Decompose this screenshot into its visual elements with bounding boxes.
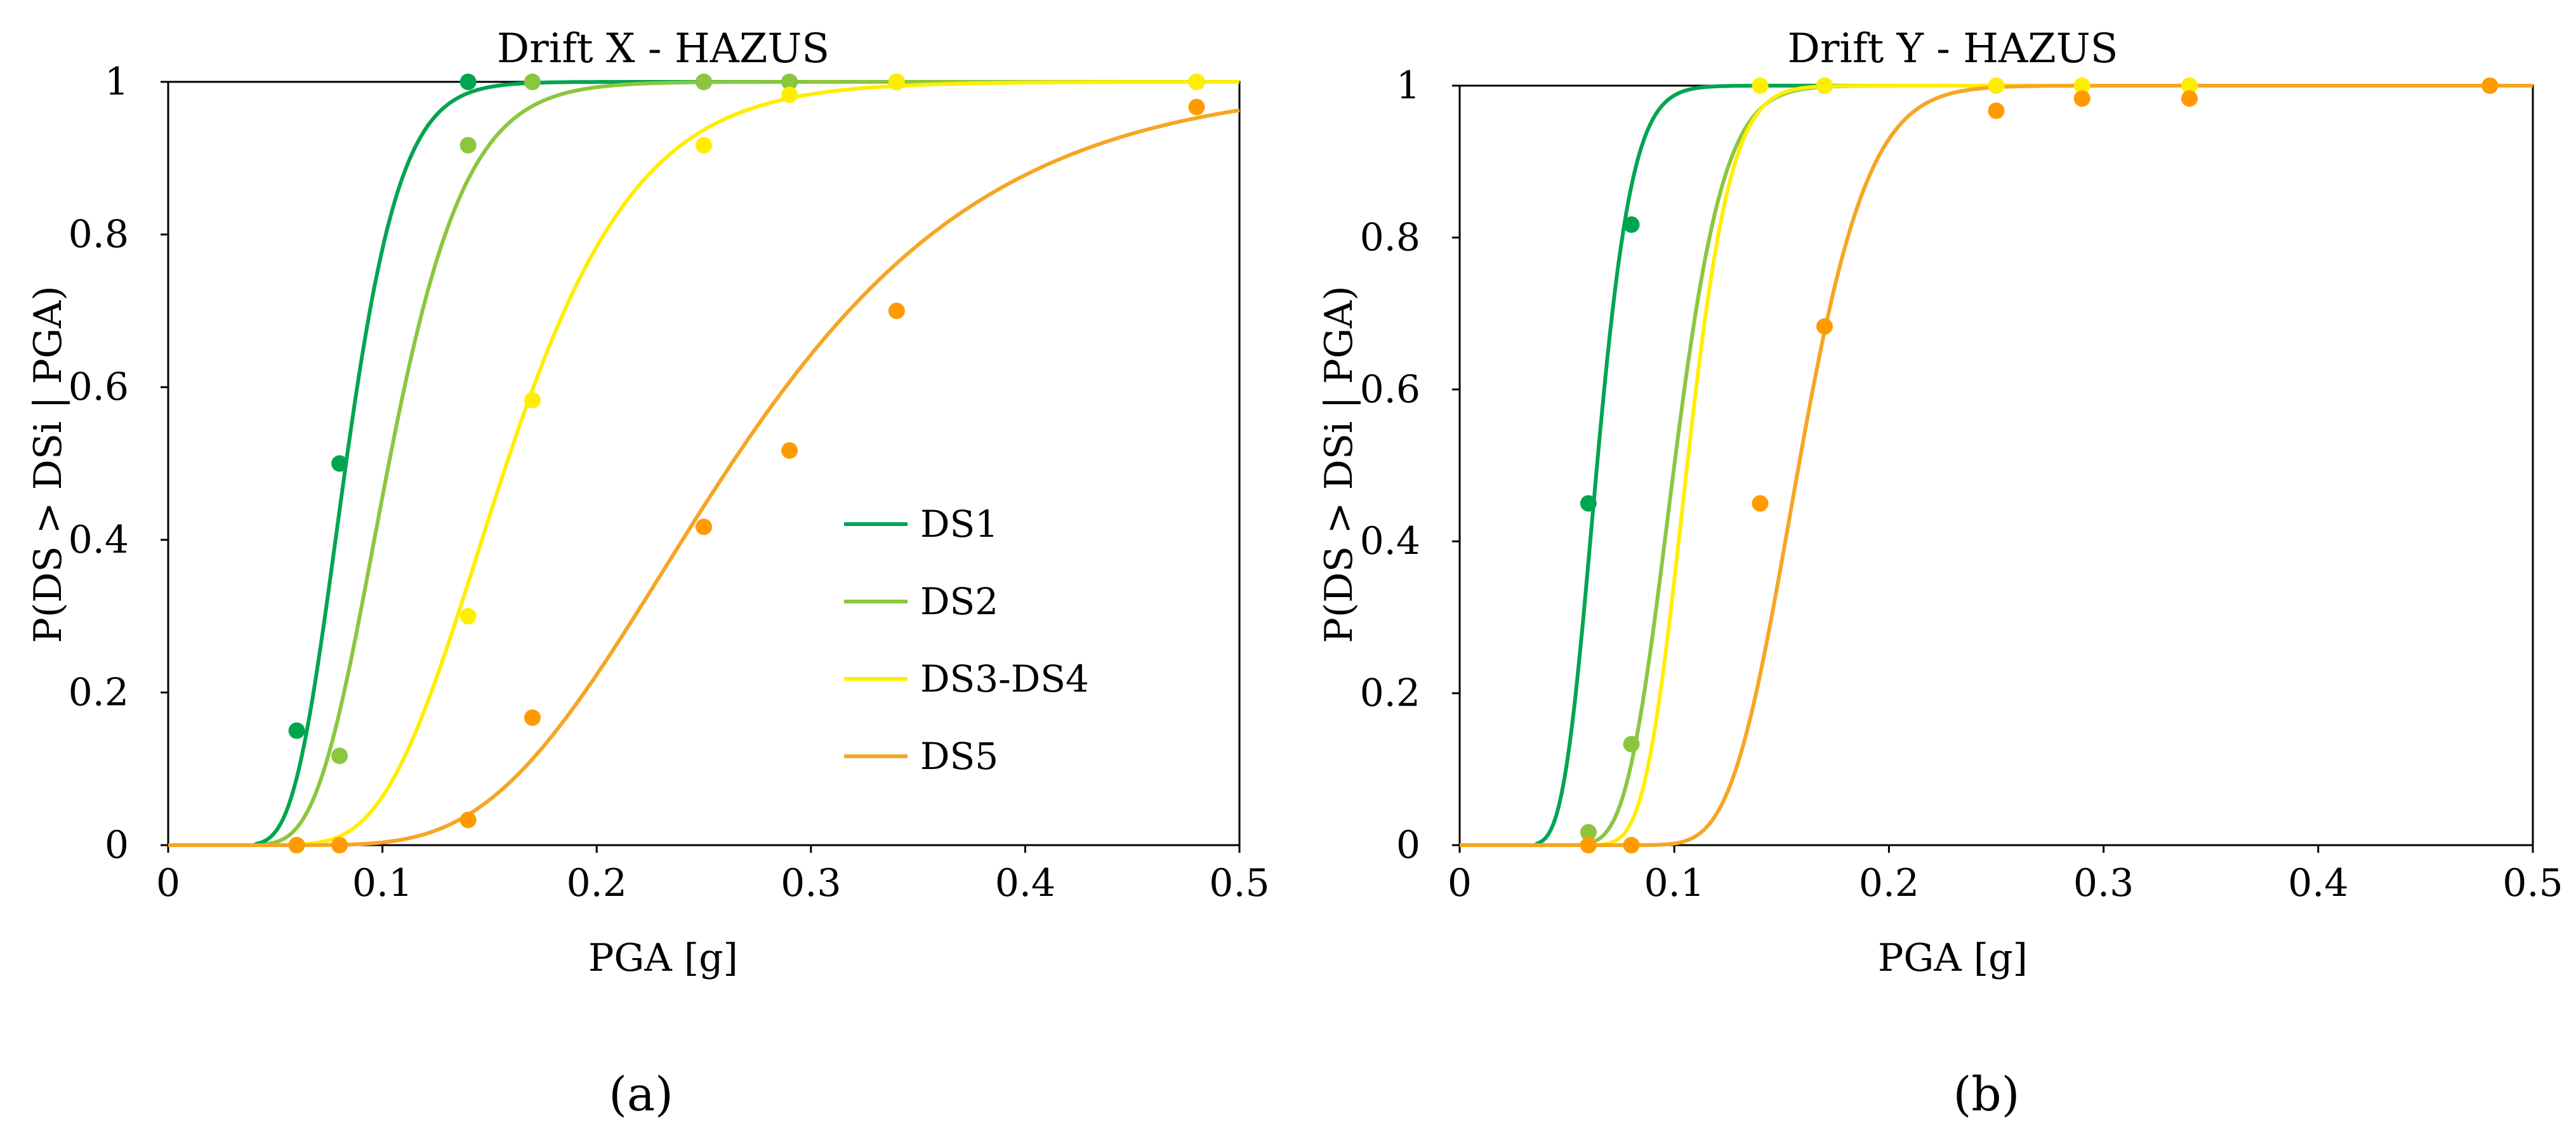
- y-axis-label: P(DS > DSi | PGA): [26, 286, 70, 643]
- data-point-ds1: [1580, 495, 1597, 512]
- y-tick-label: 1: [1396, 63, 1420, 108]
- data-point-ds3-ds4: [1188, 74, 1205, 90]
- data-point-ds2: [459, 136, 477, 154]
- plot-frame: [1458, 84, 2534, 846]
- x-tick-label: 0.3: [781, 861, 841, 905]
- data-point-ds1: [331, 455, 348, 472]
- data-point-ds5: [1988, 102, 2005, 119]
- panel-label: (b): [1953, 1067, 2019, 1122]
- series-line-ds3-ds4: [168, 80, 1239, 847]
- data-point-ds5: [1816, 318, 1833, 335]
- data-point-ds5: [1580, 837, 1597, 853]
- x-tick-label: 0.2: [566, 861, 626, 905]
- x-tick-label: 0.2: [1859, 861, 1919, 905]
- data-point-ds5: [1752, 495, 1769, 512]
- data-point-ds3-ds4: [2073, 77, 2091, 94]
- data-point-ds5: [2181, 90, 2198, 107]
- x-tick-label: 0.4: [2288, 861, 2348, 905]
- legend-label-ds2: DS2: [920, 580, 998, 623]
- y-axis-label: P(DS > DSi | PGA): [1317, 286, 1361, 643]
- data-point-ds2: [781, 74, 798, 90]
- panel-label: (a): [609, 1067, 673, 1122]
- chart-title: Drift X - HAZUS: [497, 25, 829, 72]
- data-point-ds3-ds4: [524, 391, 541, 409]
- data-point-ds5: [524, 709, 541, 727]
- x-tick-label: 0: [1448, 861, 1472, 905]
- x-tick-label: 0.1: [1644, 861, 1704, 905]
- x-tick-label: 0.4: [995, 861, 1055, 905]
- series-line-ds1: [168, 80, 1239, 847]
- x-axis-label: PGA [g]: [588, 936, 738, 980]
- chart-title: Drift Y - HAZUS: [1788, 25, 2118, 72]
- data-point-ds3-ds4: [696, 136, 712, 154]
- series-line-ds5: [168, 108, 1240, 847]
- data-point-ds5: [781, 442, 798, 459]
- data-point-ds5: [288, 837, 305, 853]
- y-tick-label: 1: [105, 60, 129, 104]
- legend-label-ds1: DS1: [920, 503, 998, 546]
- data-point-ds5: [459, 812, 477, 829]
- legend-label-ds5: DS5: [920, 735, 998, 778]
- data-point-ds2: [1623, 735, 1640, 753]
- series-line-ds1: [1460, 84, 2533, 847]
- x-tick-label: 0: [156, 861, 180, 905]
- data-point-ds1: [1623, 216, 1640, 233]
- data-point-ds5: [696, 518, 712, 536]
- series-line-ds5: [1460, 84, 2533, 847]
- x-axis-label: PGA [g]: [1878, 936, 2028, 980]
- data-point-ds3-ds4: [1988, 77, 2005, 94]
- data-point-ds5: [888, 302, 905, 319]
- data-point-ds5: [331, 837, 348, 853]
- data-point-ds3-ds4: [781, 86, 798, 103]
- data-point-ds2: [1580, 824, 1597, 841]
- y-tick-label: 0.6: [1360, 367, 1420, 412]
- y-tick-label: 0.6: [69, 365, 129, 409]
- plot-frame: [167, 81, 1241, 846]
- series-line-ds3-ds4: [1460, 84, 2533, 847]
- data-point-ds1: [288, 722, 305, 739]
- chart-panel-b: Drift Y - HAZUS PGA [g] P(DS > DSi | PGA…: [1317, 25, 2563, 1122]
- series-line-ds2: [168, 80, 1239, 847]
- y-tick-label: 0.2: [69, 670, 129, 714]
- data-point-ds3-ds4: [2181, 77, 2198, 94]
- y-tick-label: 0.8: [1360, 215, 1420, 260]
- y-tick-label: 0.4: [69, 518, 129, 562]
- chart-panel-a: Drift X - HAZUS PGA [g] P(DS > DSi | PGA…: [26, 25, 1270, 1122]
- x-tick-label: 0.3: [2073, 861, 2134, 905]
- legend-label-ds3-ds4: DS3-DS4: [920, 657, 1089, 700]
- data-point-ds5: [1188, 98, 1205, 115]
- x-tick-label: 0.5: [1209, 861, 1269, 905]
- data-point-ds5: [2073, 90, 2091, 107]
- series-line-ds2: [1460, 84, 2533, 847]
- data-point-ds2: [524, 74, 541, 90]
- y-tick-label: 0: [1396, 823, 1420, 867]
- y-tick-label: 0: [105, 823, 129, 867]
- y-tick-label: 0.4: [1360, 519, 1420, 563]
- y-tick-label: 0.8: [69, 213, 129, 257]
- data-point-ds3-ds4: [459, 608, 477, 625]
- data-point-ds5: [2481, 77, 2499, 94]
- data-point-ds3-ds4: [1752, 77, 1769, 94]
- x-tick-label: 0.1: [352, 861, 413, 905]
- x-tick-label: 0.5: [2502, 861, 2563, 905]
- data-point-ds3-ds4: [888, 74, 905, 90]
- y-tick-label: 0.2: [1360, 671, 1420, 716]
- data-point-ds5: [1623, 837, 1640, 853]
- data-point-ds1: [459, 74, 477, 90]
- data-point-ds2: [331, 747, 348, 765]
- legend: DS1 DS2 DS3-DS4 DS5: [844, 503, 1089, 778]
- data-point-ds2: [696, 74, 712, 90]
- data-point-ds3-ds4: [1816, 77, 1833, 94]
